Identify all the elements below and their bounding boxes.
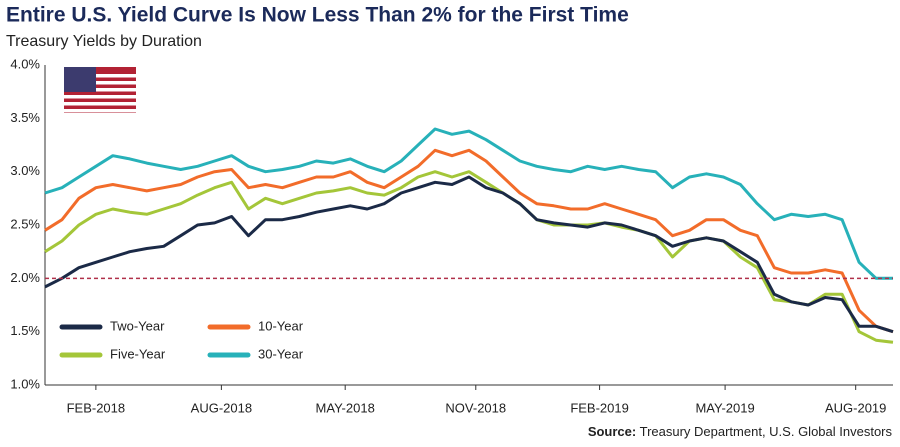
series-line — [44, 148, 894, 334]
legend-label: Two-Year — [110, 318, 165, 333]
series-line — [44, 170, 894, 344]
x-tick-label: MAY-2018 — [316, 400, 375, 415]
source-text: Treasury Department, U.S. Global Investo… — [640, 424, 893, 439]
source-label: Source: — [588, 424, 636, 439]
y-tick-label: 3.0% — [10, 163, 40, 178]
x-tick-label: FEB-2019 — [570, 400, 629, 415]
us-flag — [64, 67, 136, 113]
legend-label: Five-Year — [110, 346, 166, 361]
source: Source: Treasury Department, U.S. Global… — [588, 424, 893, 439]
y-tick-label: 1.5% — [10, 323, 40, 338]
y-tick-label: 1.0% — [10, 376, 40, 391]
series-line — [44, 127, 893, 280]
x-tick-label: AUG-2019 — [825, 400, 886, 415]
y-tick-label: 2.5% — [10, 216, 40, 231]
chart-title: Entire U.S. Yield Curve Is Now Less Than… — [6, 4, 629, 27]
x-tick-label: MAY-2019 — [695, 400, 754, 415]
x-tick-label: NOV-2018 — [445, 400, 506, 415]
legend-label: 30-Year — [258, 346, 304, 361]
y-tick-label: 2.0% — [10, 270, 40, 285]
chart-subtitle: Treasury Yields by Duration — [6, 33, 202, 50]
x-tick-label: FEB-2018 — [67, 400, 126, 415]
legend-label: 10-Year — [258, 318, 304, 333]
y-tick-label: 4.0% — [10, 56, 40, 71]
y-tick-label: 3.5% — [10, 110, 40, 125]
x-tick-label: AUG-2018 — [191, 400, 252, 415]
series-line — [44, 175, 894, 334]
